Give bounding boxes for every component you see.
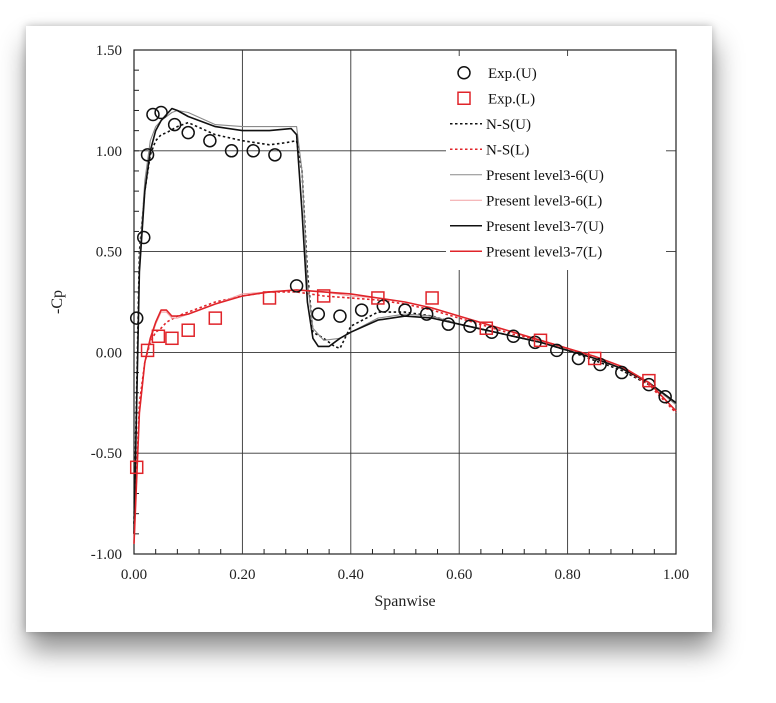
point-exp-u (506, 329, 521, 344)
point-exp-u (129, 311, 144, 325)
point-exp-l (262, 291, 277, 305)
pressure-coefficient-chart: 0.00 0.20 0.40 0.60 0.80 1.00 1.50 1.00 0.50 0.00… (49, 43, 689, 610)
point-exp-l (165, 331, 179, 346)
point-exp-l (371, 291, 385, 305)
point-exp-u (311, 307, 326, 321)
point-exp-l (642, 373, 656, 388)
point-exp-u (441, 317, 456, 331)
legend-label: N-S(U) (486, 117, 531, 133)
point-exp-l (587, 351, 602, 366)
legend-entry-exp-u: Exp.(U) (457, 66, 537, 82)
point-exp-u (615, 365, 629, 380)
y-tick-label: 1.00 (96, 144, 122, 160)
point-exp-l (479, 321, 494, 335)
y-axis-title: -Cp (49, 290, 66, 314)
legend-box (446, 56, 666, 270)
x-tick-label: 1.00 (663, 567, 689, 583)
legend-entry-n-s-u: N-S(U) (450, 117, 531, 133)
point-exp-u (137, 230, 151, 245)
legend-label: Present level3-6(L) (486, 193, 602, 209)
point-exp-u (246, 144, 260, 158)
legend-label: Present level3-7(L) (486, 244, 602, 260)
legend-label: Present level3-6(U) (486, 168, 604, 184)
legend-label: Exp.(L) (488, 91, 535, 107)
point-exp-l (151, 329, 166, 344)
legend-entry-present-level3-6-l: Present level3-6(L) (450, 193, 602, 209)
point-exp-u (268, 148, 282, 162)
x-axis-title: Spanwise (374, 593, 435, 610)
series-line-n-s-l (133, 291, 677, 534)
point-exp-u (289, 279, 304, 293)
point-exp-u (571, 351, 586, 366)
legend-entry-present-level3-7-u: Present level3-7(U) (450, 219, 604, 235)
point-exp-l (533, 333, 548, 348)
axes: 0.00 0.20 0.40 0.60 0.80 1.00 1.50 1.00 0.50 0.00… (91, 43, 689, 583)
point-exp-u (419, 307, 434, 321)
legend-label: N-S(L) (486, 142, 529, 158)
point-exp-l (140, 343, 155, 358)
point-exp-u (146, 107, 160, 122)
y-tick-label: 0.00 (96, 345, 122, 361)
legend: Exp.(U) Exp.(L) N-S(U) N-S(L) Present level3… (446, 56, 666, 270)
point-exp-l (129, 460, 144, 475)
x-tick-label: 0.00 (121, 567, 147, 583)
point-exp-u (203, 133, 217, 148)
plot-frame (133, 49, 677, 555)
legend-label: Present level3-7(U) (486, 219, 604, 235)
point-exp-u (354, 303, 369, 317)
y-tick-label: -1.00 (91, 547, 122, 563)
point-exp-l (425, 291, 439, 305)
legend-entry-present-level3-6-u: Present level3-6(U) (450, 168, 604, 184)
series-line-present-level3-6-l (133, 289, 677, 544)
series (129, 105, 677, 544)
point-exp-l (181, 323, 195, 337)
x-tick-label: 0.20 (229, 567, 255, 583)
legend-symbol (457, 91, 471, 105)
point-exp-u (154, 105, 168, 120)
point-exp-u (224, 144, 239, 158)
series-line-present-level3-7-l (133, 289, 677, 544)
legend-entry-present-level3-7-l: Present level3-7(L) (450, 244, 602, 260)
point-exp-u (181, 125, 195, 140)
x-tick-label: 0.60 (446, 567, 472, 583)
legend-symbol (457, 66, 471, 80)
point-exp-u (398, 303, 412, 317)
legend-entry-exp-l: Exp.(L) (457, 91, 535, 107)
y-tick-label: 1.50 (96, 43, 122, 59)
chart-card: 0.00 0.20 0.40 0.60 0.80 1.00 1.50 1.00 0.50 0.00… (26, 26, 712, 632)
legend-entry-n-s-l: N-S(L) (450, 142, 529, 158)
point-exp-u (167, 117, 182, 132)
x-tick-label: 0.80 (554, 567, 580, 583)
y-tick-label: -0.50 (91, 446, 122, 462)
point-exp-l (316, 289, 331, 303)
point-exp-u (550, 343, 564, 358)
legend-label: Exp.(U) (488, 66, 537, 82)
point-exp-l (208, 311, 223, 325)
y-tick-label: 0.50 (96, 245, 122, 261)
x-tick-label: 0.40 (338, 567, 364, 583)
point-exp-u (140, 148, 155, 162)
point-exp-u (463, 319, 477, 333)
point-exp-u (658, 390, 672, 404)
point-exp-u (333, 309, 347, 323)
